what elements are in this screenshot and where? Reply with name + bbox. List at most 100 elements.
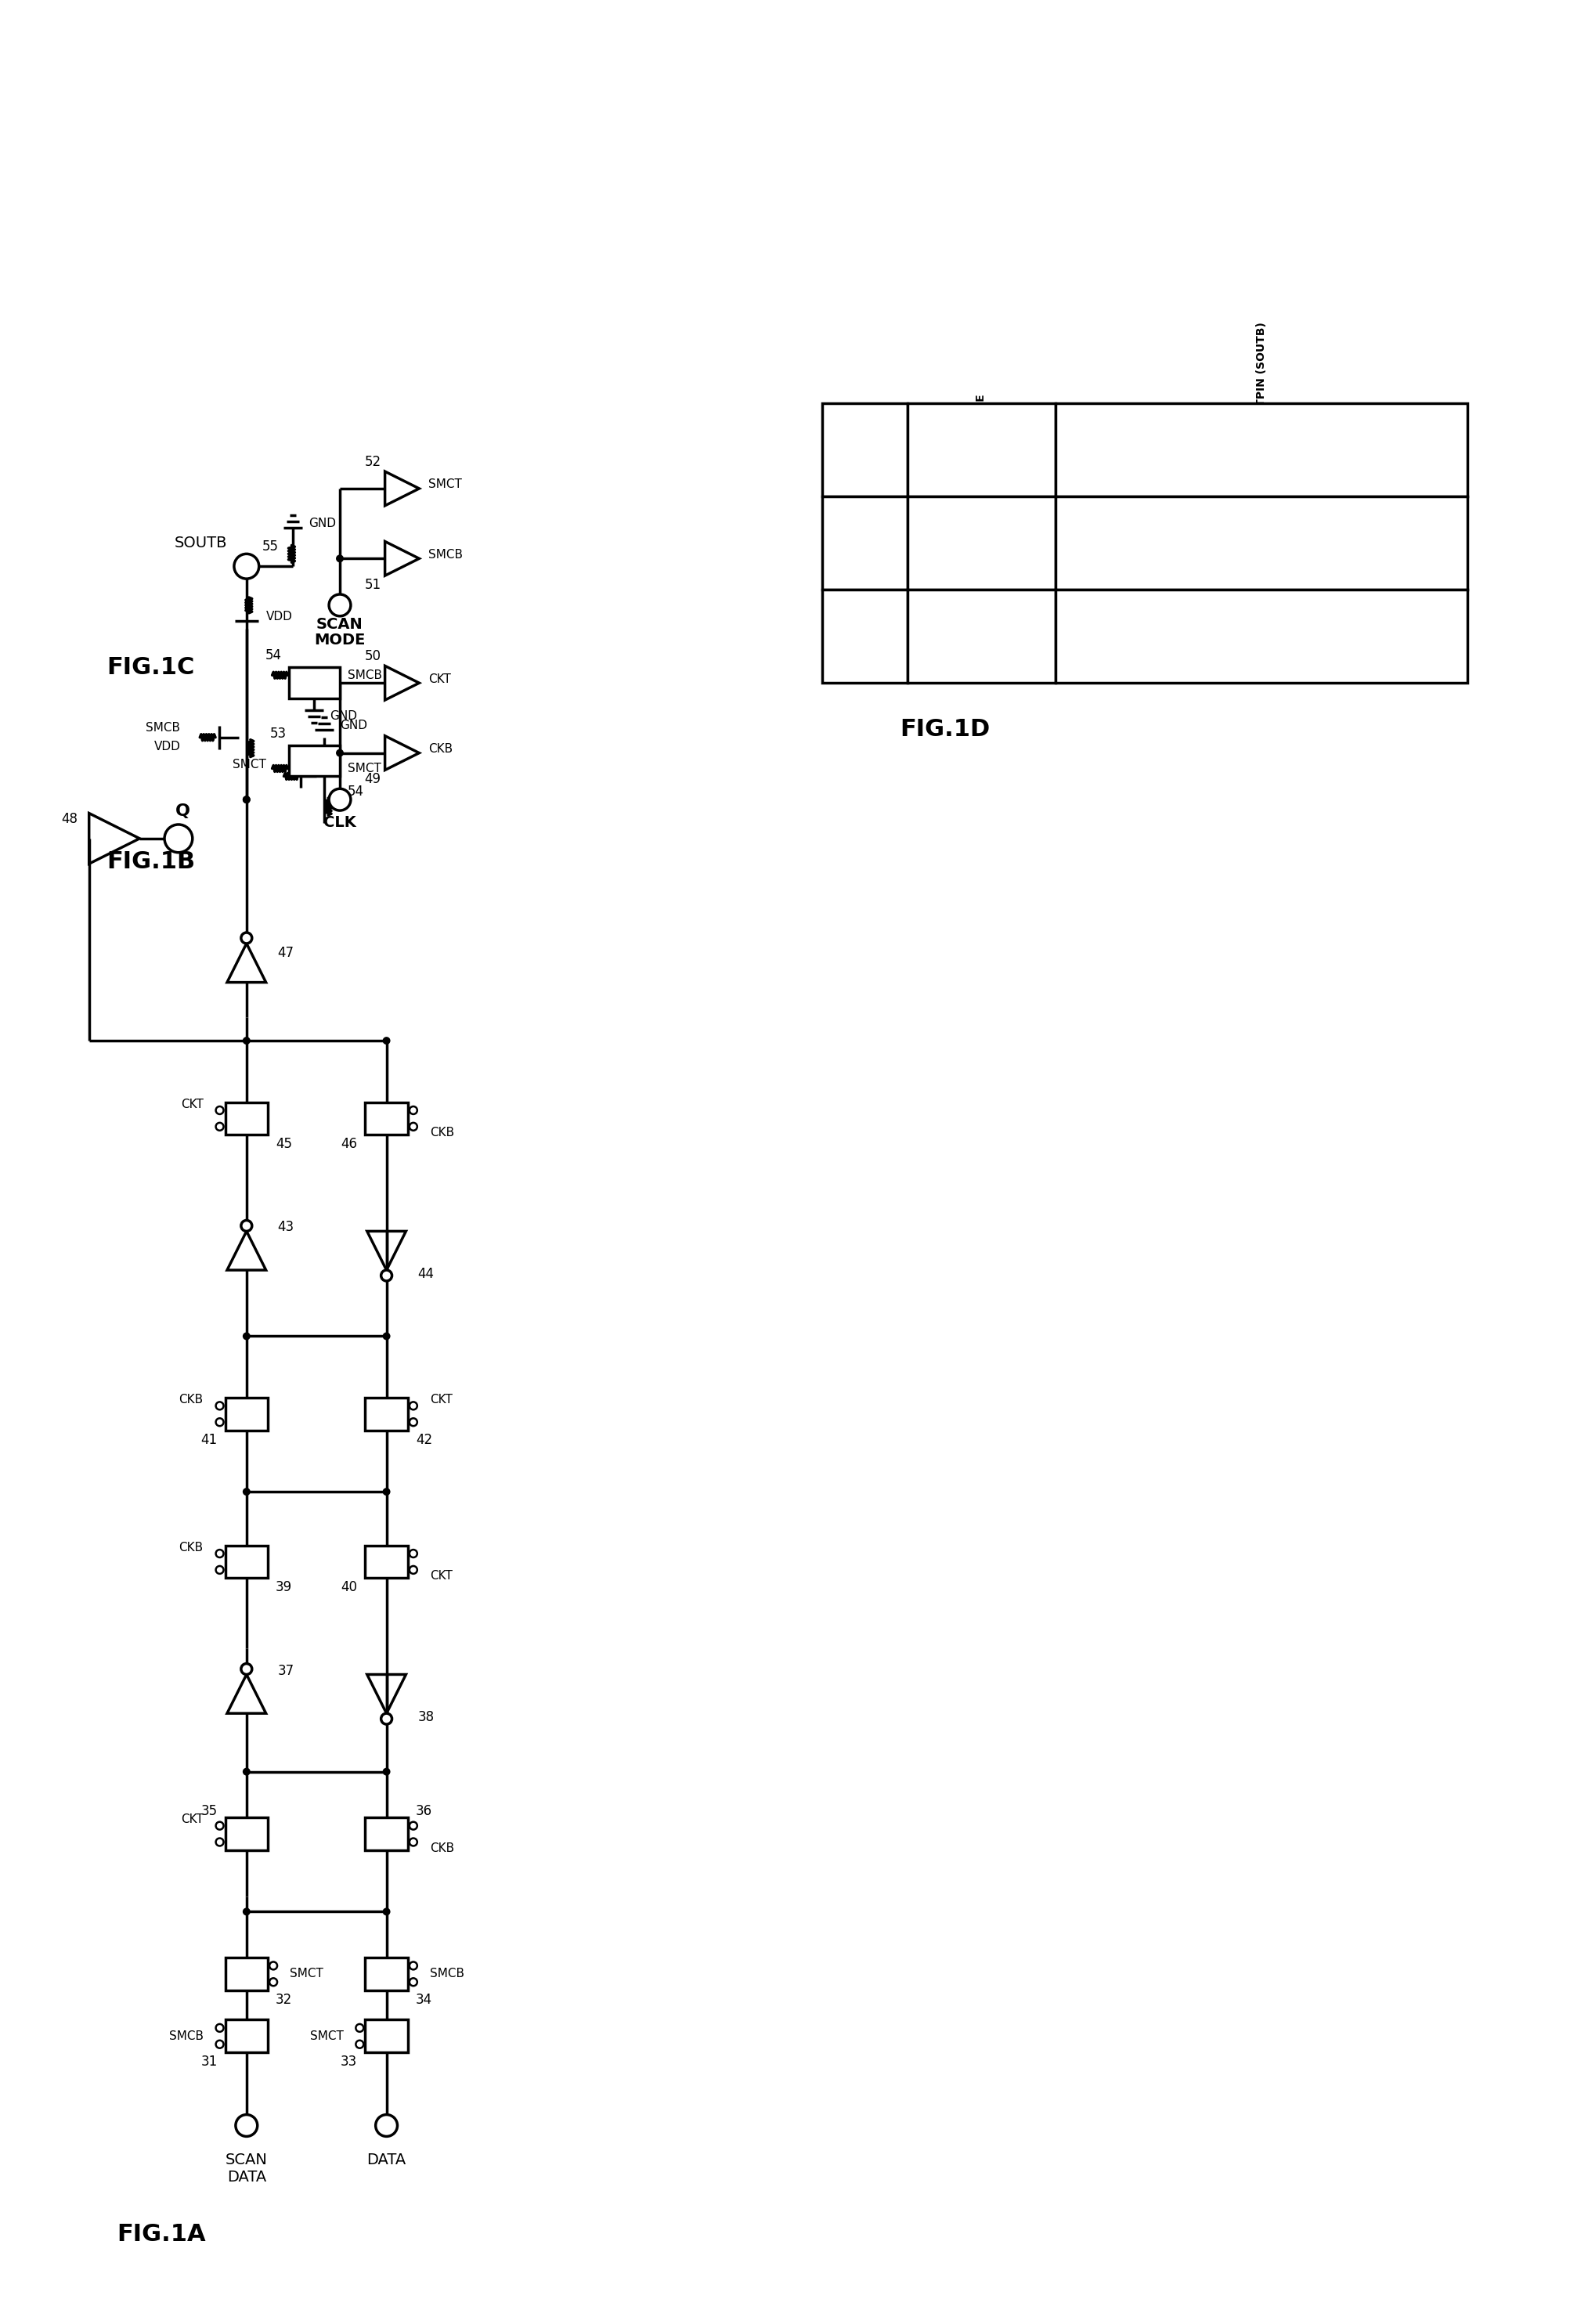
Text: 35: 35: [200, 1803, 218, 1817]
Text: 47: 47: [278, 946, 294, 960]
Text: 0: 0: [861, 537, 869, 548]
Text: SCANMODE: SCANMODE: [859, 414, 870, 486]
Text: CKB: CKB: [429, 744, 453, 755]
Text: 45: 45: [276, 1136, 292, 1150]
Circle shape: [243, 795, 251, 804]
Text: CKT: CKT: [430, 1394, 453, 1406]
Text: CKT: CKT: [429, 674, 451, 686]
Text: SCAN TEST: SCAN TEST: [948, 630, 1015, 641]
Text: SMCB: SMCB: [430, 1968, 464, 1980]
Circle shape: [383, 1908, 391, 1915]
Bar: [907, 497, 1056, 590]
Bar: [365, 2020, 408, 2052]
Bar: [823, 402, 907, 497]
Text: 55: 55: [262, 539, 278, 553]
Circle shape: [216, 1418, 224, 1427]
Text: 43: 43: [278, 1220, 294, 1234]
Circle shape: [270, 1978, 278, 1987]
Circle shape: [356, 2024, 364, 2031]
Circle shape: [216, 2040, 224, 2047]
Text: CKT: CKT: [430, 1571, 453, 1583]
Circle shape: [410, 1418, 418, 1427]
Circle shape: [381, 1713, 392, 1724]
Circle shape: [329, 788, 351, 811]
Text: 54: 54: [348, 786, 364, 799]
Circle shape: [216, 2024, 224, 2031]
Bar: [907, 402, 1056, 497]
Bar: [225, 1397, 268, 1429]
Text: 50: 50: [365, 648, 381, 665]
Text: DATA: DATA: [367, 2152, 407, 2168]
Text: 37: 37: [278, 1664, 294, 1678]
Circle shape: [241, 932, 252, 944]
Circle shape: [241, 1664, 252, 1676]
Bar: [907, 590, 1056, 683]
Bar: [225, 1545, 268, 1578]
Text: 36: 36: [416, 1803, 432, 1817]
Text: SCAN: SCAN: [225, 2152, 268, 2168]
Circle shape: [165, 825, 192, 853]
Circle shape: [410, 1838, 418, 1845]
Text: GND: GND: [330, 711, 357, 723]
Text: SMCT: SMCT: [429, 479, 462, 490]
Text: MODE: MODE: [314, 632, 365, 648]
Text: SMCT: SMCT: [310, 2031, 343, 2043]
Text: FIG.1C: FIG.1C: [106, 655, 194, 679]
Circle shape: [383, 1487, 391, 1497]
Text: NORMAL OPERATION: NORMAL OPERATION: [918, 537, 1045, 548]
Text: 46: 46: [341, 1136, 357, 1150]
Text: SMCT: SMCT: [232, 758, 265, 772]
Bar: [1056, 402, 1467, 497]
Text: Q: Q: [175, 804, 191, 818]
Bar: [225, 1102, 268, 1134]
Bar: [1056, 590, 1467, 683]
Circle shape: [235, 2115, 257, 2136]
Bar: [225, 2020, 268, 2052]
Text: 52: 52: [365, 456, 381, 469]
Circle shape: [410, 1978, 418, 1987]
Text: SMCB: SMCB: [429, 548, 464, 560]
Circle shape: [216, 1122, 224, 1129]
Text: CKB: CKB: [179, 1394, 203, 1406]
Circle shape: [243, 795, 251, 804]
Text: OPERATION MODE: OPERATION MODE: [977, 395, 986, 504]
Bar: [365, 1817, 408, 1850]
Circle shape: [410, 1566, 418, 1573]
Circle shape: [383, 1037, 391, 1043]
Circle shape: [337, 555, 343, 562]
Text: GND: GND: [340, 720, 367, 732]
Circle shape: [410, 1106, 418, 1113]
Circle shape: [233, 553, 259, 579]
Bar: [365, 1397, 408, 1429]
Bar: [365, 1957, 408, 1989]
Text: CLK: CLK: [324, 816, 356, 830]
Text: DATA: DATA: [227, 2171, 267, 2185]
Circle shape: [216, 1838, 224, 1845]
Text: OPERATION OF SCANOUTPUTPIN (SOUTB): OPERATION OF SCANOUTPUTPIN (SOUTB): [1256, 323, 1267, 576]
Text: 34: 34: [416, 1992, 432, 2006]
Text: CKB: CKB: [430, 1843, 454, 1855]
Circle shape: [243, 1037, 251, 1043]
Text: 1: 1: [861, 630, 869, 641]
Text: FIXED AT 0: FIXED AT 0: [1228, 537, 1294, 548]
Text: SMCB: SMCB: [168, 2031, 203, 2043]
Text: 40: 40: [341, 1580, 357, 1594]
Circle shape: [243, 1908, 251, 1915]
Circle shape: [337, 748, 343, 758]
Circle shape: [356, 2040, 364, 2047]
Circle shape: [241, 1220, 252, 1232]
Text: 38: 38: [418, 1710, 434, 1724]
Text: CKB: CKB: [430, 1127, 454, 1139]
Text: 39: 39: [276, 1580, 292, 1594]
Bar: [289, 667, 340, 700]
Bar: [823, 497, 907, 590]
Text: SMCB: SMCB: [348, 669, 383, 681]
Text: SMCT: SMCT: [289, 1968, 324, 1980]
Text: 31: 31: [200, 2054, 218, 2068]
Circle shape: [410, 1961, 418, 1971]
Circle shape: [270, 1961, 278, 1971]
Circle shape: [216, 1401, 224, 1411]
Circle shape: [410, 1401, 418, 1411]
Text: GND: GND: [308, 518, 337, 530]
Text: 48: 48: [60, 811, 78, 825]
